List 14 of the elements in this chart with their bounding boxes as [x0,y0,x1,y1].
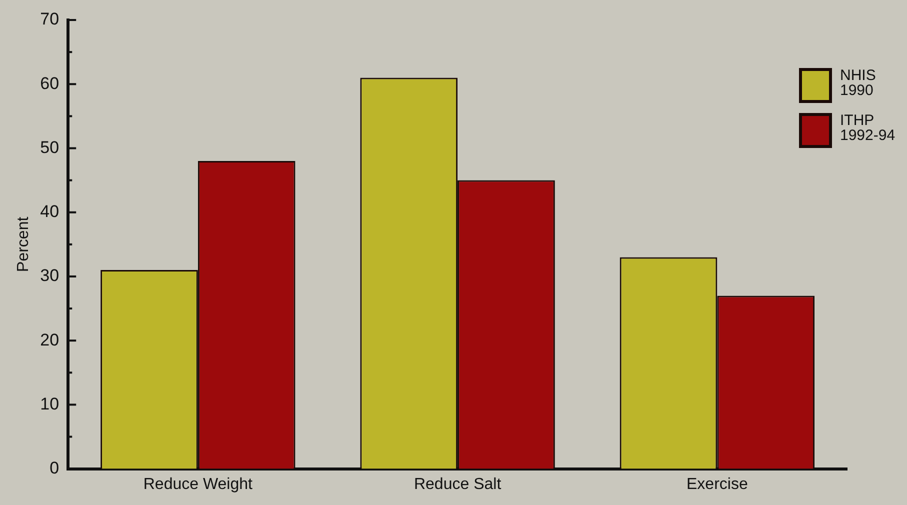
x-tick-label: Reduce Salt [414,476,502,493]
x-tick-label: Reduce Weight [143,476,254,493]
y-tick-label: 10 [40,394,60,414]
y-tick-label: 50 [40,138,60,157]
y-tick-label: 30 [40,266,60,286]
y-tick-label: 60 [40,74,60,93]
y-tick-label: 40 [40,202,60,222]
y-tick-label: 0 [50,458,60,478]
x-tick-label: Exercise [686,476,748,493]
y-axis-title: Percent [15,216,32,272]
legend-label: NHIS 1990 [840,67,877,99]
legend-label: ITHP 1992-94 [840,112,896,144]
y-tick-label: 70 [40,10,60,29]
y-tick-label: 20 [40,330,60,350]
